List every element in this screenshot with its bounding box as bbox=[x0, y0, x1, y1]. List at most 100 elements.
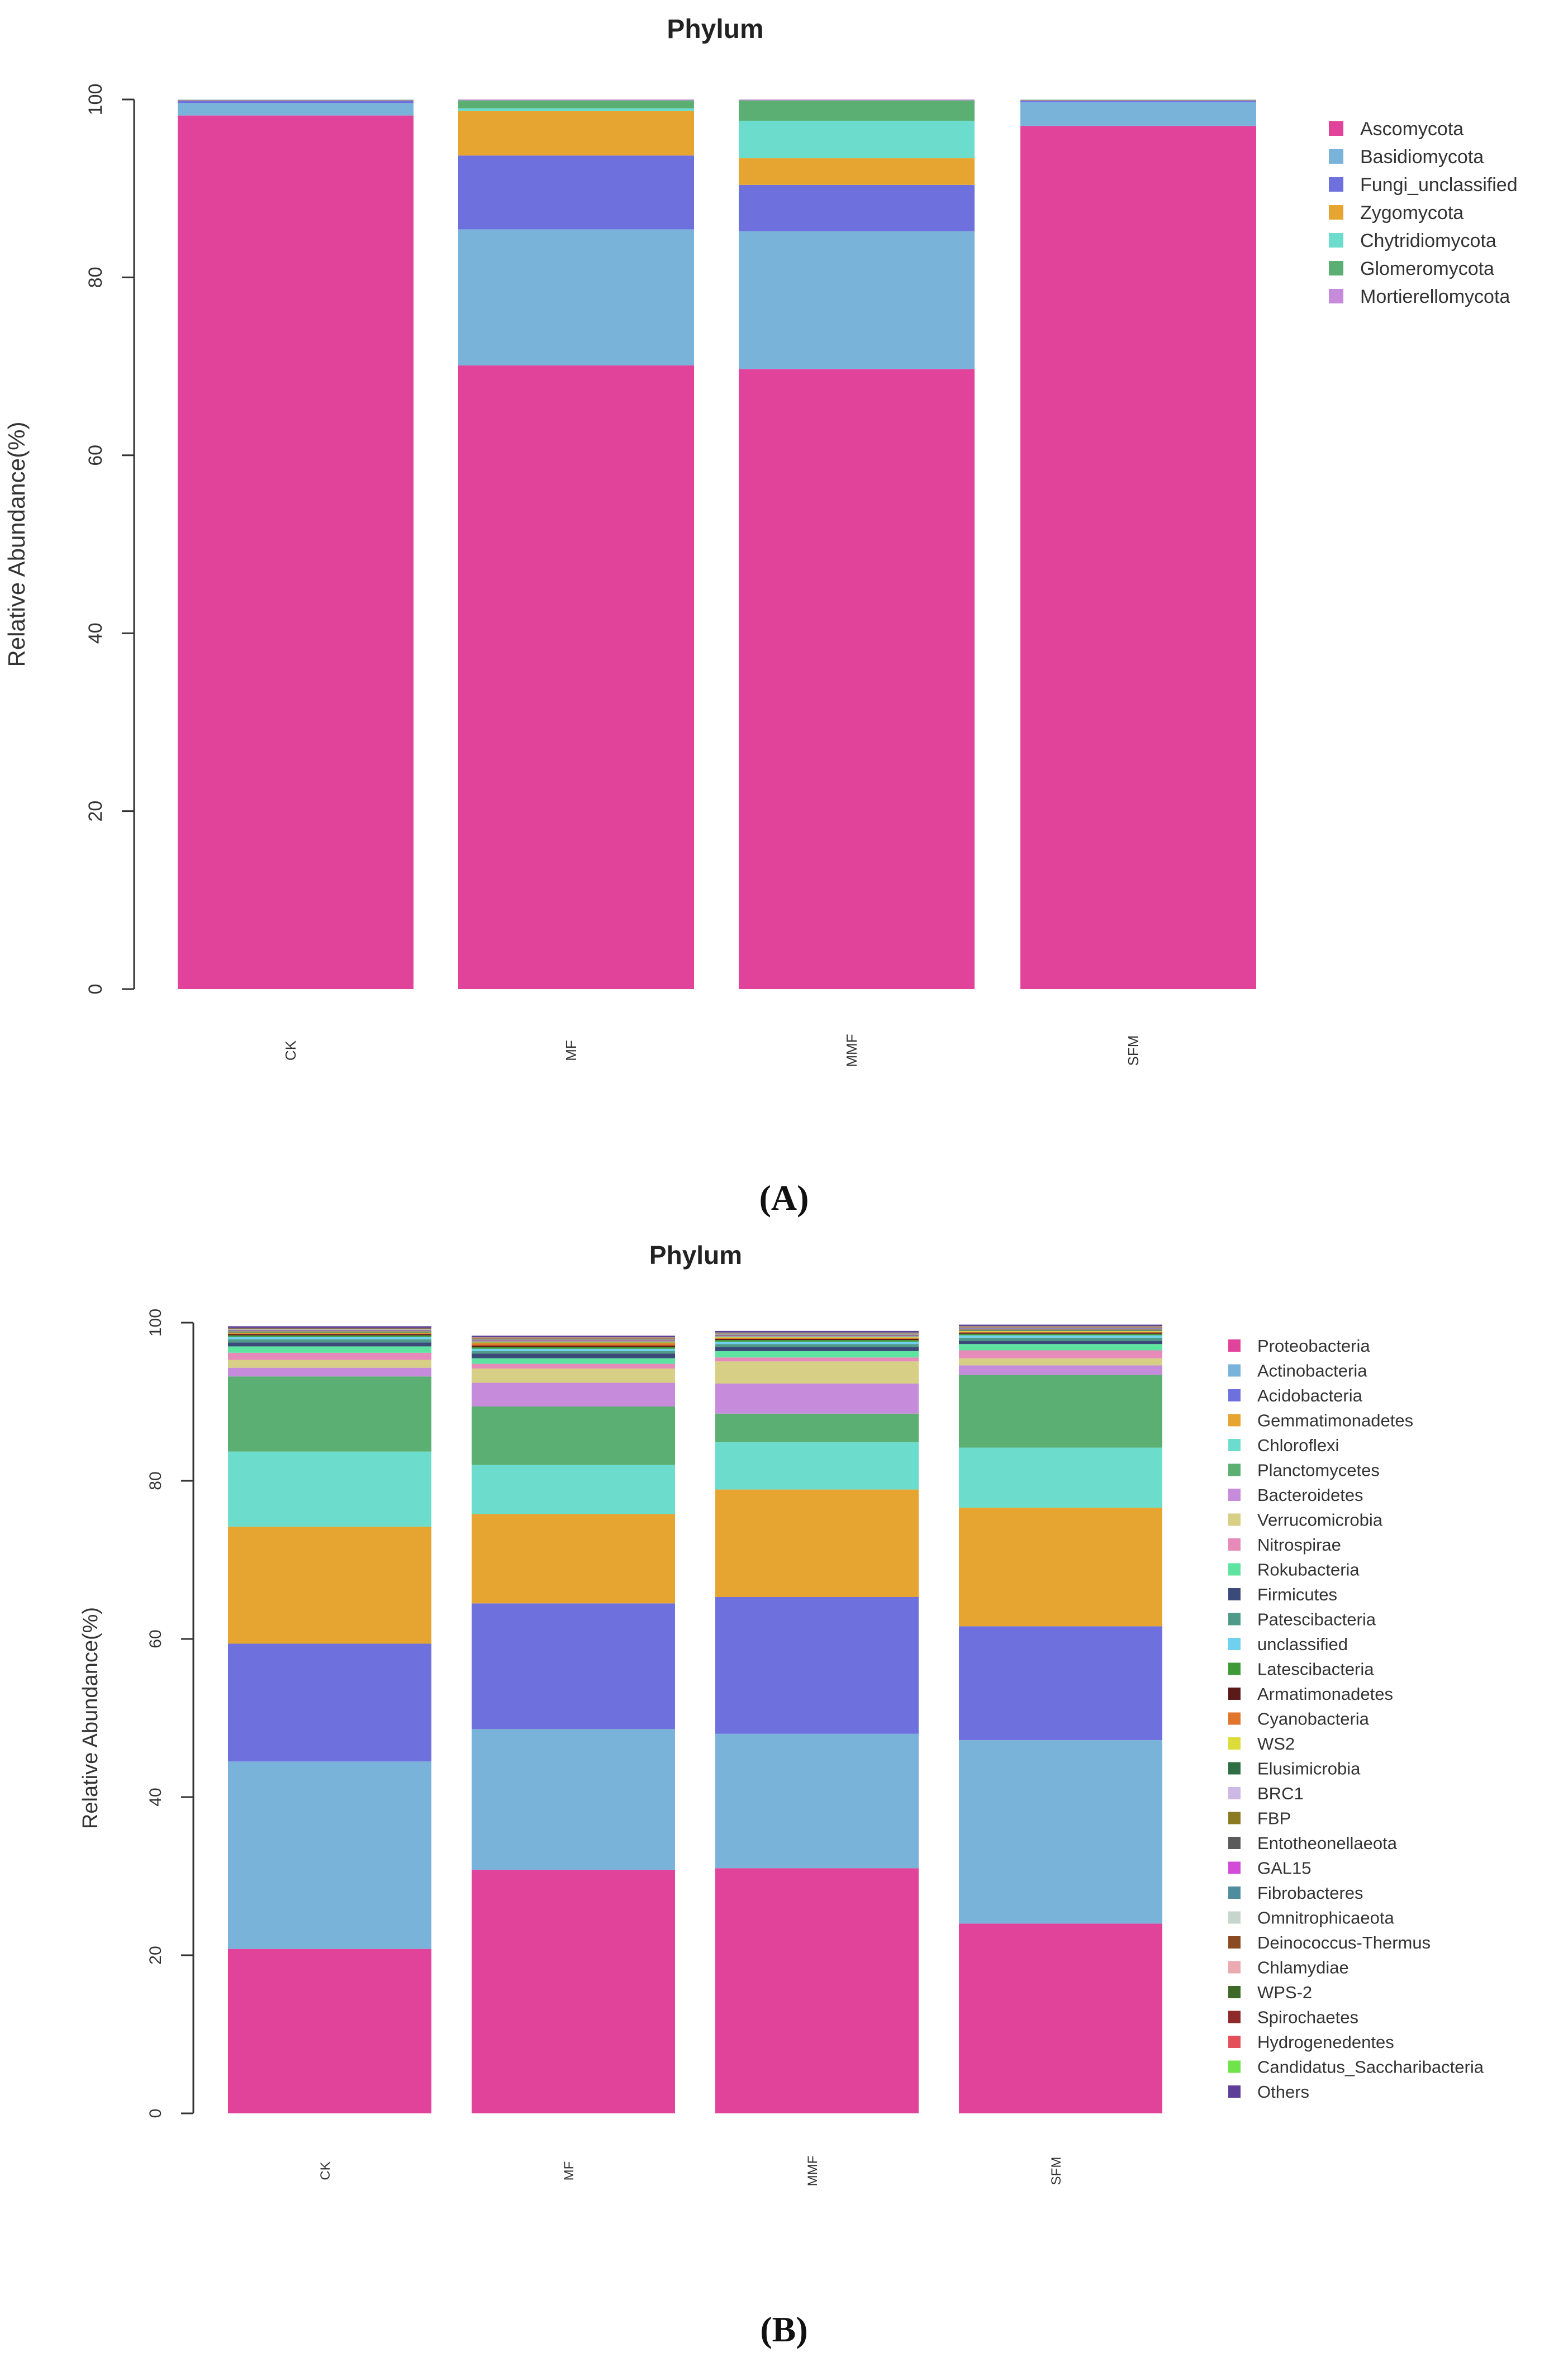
legend-label: Deinococcus-Thermus bbox=[1257, 1933, 1431, 1952]
legend-swatch bbox=[1228, 1911, 1241, 1924]
bar-segment bbox=[959, 1328, 1162, 1329]
bar-segment bbox=[458, 229, 694, 366]
legend-swatch bbox=[1228, 1613, 1241, 1626]
bar-segment bbox=[228, 1342, 431, 1347]
legend-swatch bbox=[1329, 205, 1343, 220]
bar-segment bbox=[472, 1341, 675, 1342]
legend-label: Latescibacteria bbox=[1257, 1660, 1374, 1679]
legend-swatch bbox=[1228, 2011, 1241, 2023]
bar-segment bbox=[458, 155, 694, 230]
legend-swatch bbox=[1228, 1762, 1241, 1775]
bar-segment bbox=[715, 1330, 919, 1333]
legend-label: Fibrobacteres bbox=[1257, 1883, 1363, 1903]
bar-segment bbox=[715, 1733, 919, 1869]
bar-segment bbox=[472, 1603, 675, 1729]
bar-segment bbox=[472, 1351, 675, 1354]
bar-segment bbox=[472, 1339, 675, 1341]
bar-segment bbox=[715, 1337, 919, 1338]
legend-swatch bbox=[1228, 1588, 1241, 1600]
bar-segment bbox=[959, 1329, 1162, 1330]
bar-segment bbox=[959, 1337, 1162, 1341]
legend-swatch bbox=[1228, 1538, 1241, 1551]
legend-label: Hydrogenedentes bbox=[1257, 2032, 1394, 2052]
legend-swatch bbox=[1228, 1986, 1241, 1998]
legend-swatch bbox=[1228, 1787, 1241, 1799]
bar-segment bbox=[228, 1334, 431, 1336]
bar-segment bbox=[458, 108, 694, 111]
legend-swatch bbox=[1228, 2085, 1241, 2098]
bar-segment bbox=[715, 1597, 919, 1734]
bar-segment bbox=[959, 1508, 1162, 1627]
bar-segment bbox=[1020, 99, 1256, 101]
bar-segment bbox=[715, 1336, 919, 1337]
bar-segment bbox=[715, 1442, 919, 1490]
legend-label: Nitrospirae bbox=[1257, 1535, 1341, 1555]
legend-swatch bbox=[1228, 2060, 1241, 2073]
legend-swatch bbox=[1228, 1712, 1241, 1725]
bar-segment bbox=[472, 1729, 675, 1870]
y-tick-label: 20 bbox=[146, 1946, 165, 1964]
bar-segment bbox=[472, 1346, 675, 1347]
bar-segment bbox=[739, 184, 975, 231]
legend-swatch bbox=[1228, 1439, 1241, 1451]
y-tick-label: 60 bbox=[85, 445, 106, 466]
legend-label: Acidobacteria bbox=[1257, 1386, 1363, 1405]
legend-swatch bbox=[1329, 261, 1343, 275]
bar-segment bbox=[458, 100, 694, 108]
bar-segment bbox=[228, 1329, 431, 1330]
chart-title: Phylum bbox=[667, 15, 763, 44]
bar-segment bbox=[739, 99, 975, 101]
legend-swatch bbox=[1329, 121, 1343, 136]
legend-label: Armatimonadetes bbox=[1257, 1684, 1393, 1704]
bar-segment bbox=[178, 99, 414, 101]
bar-segment bbox=[715, 1334, 919, 1335]
legend-swatch bbox=[1228, 1837, 1241, 1849]
bar-segment bbox=[472, 1348, 675, 1351]
bar-segment bbox=[959, 1332, 1162, 1334]
bar-segment bbox=[228, 1337, 431, 1339]
bar-segment bbox=[715, 1339, 919, 1341]
bar-segment bbox=[715, 1489, 919, 1598]
bar-segment bbox=[458, 365, 694, 989]
bar-segment bbox=[715, 1868, 919, 2113]
bar-segment bbox=[228, 1339, 431, 1343]
bar-segment bbox=[472, 1341, 675, 1342]
legend-label: Chytridiomycota bbox=[1360, 230, 1496, 251]
y-tick-label: 40 bbox=[146, 1788, 165, 1806]
y-tick-label: 60 bbox=[146, 1629, 165, 1648]
panel-label-a: (A) bbox=[759, 1178, 809, 1218]
x-category-label: CK bbox=[318, 2161, 333, 2180]
legend-label: Chloroflexi bbox=[1257, 1436, 1339, 1455]
x-category-label: CK bbox=[282, 1040, 299, 1061]
legend-label: Omnitrophicaeota bbox=[1257, 1908, 1394, 1928]
legend-swatch bbox=[1329, 233, 1343, 248]
bar-segment bbox=[228, 1360, 431, 1368]
legend-label: Gemmatimonadetes bbox=[1257, 1411, 1413, 1431]
bar-segment bbox=[959, 1333, 1162, 1336]
bar-segment bbox=[228, 1335, 431, 1337]
bar-segment bbox=[228, 1326, 431, 1328]
bar-segment bbox=[472, 1368, 675, 1383]
legend-label: GAL15 bbox=[1257, 1859, 1312, 1878]
bar-segment bbox=[472, 1358, 675, 1364]
legend-swatch bbox=[1228, 1886, 1241, 1899]
bar-segment bbox=[228, 1333, 431, 1334]
bar-segment bbox=[715, 1334, 919, 1335]
bar-segment bbox=[472, 1339, 675, 1340]
legend-label: Patescibacteria bbox=[1257, 1610, 1376, 1629]
y-tick-label: 100 bbox=[146, 1309, 165, 1337]
legend-swatch bbox=[1228, 1961, 1241, 1974]
legend-swatch bbox=[1228, 1936, 1241, 1949]
bar-segment bbox=[715, 1413, 919, 1442]
legend-label: Candidatus_Saccharibacteria bbox=[1257, 2057, 1484, 2077]
legend-swatch bbox=[1228, 1662, 1241, 1675]
legend-label: Bacteroidetes bbox=[1257, 1485, 1363, 1505]
chart-title: Phylum bbox=[649, 1241, 742, 1270]
legend-swatch bbox=[1228, 1563, 1241, 1576]
bar-segment bbox=[715, 1338, 919, 1339]
bar-segment bbox=[472, 1343, 675, 1346]
legend-swatch bbox=[1228, 1364, 1241, 1377]
bar-segment bbox=[715, 1361, 919, 1384]
bar-segment bbox=[959, 1344, 1162, 1351]
bar-segment bbox=[228, 1367, 431, 1377]
